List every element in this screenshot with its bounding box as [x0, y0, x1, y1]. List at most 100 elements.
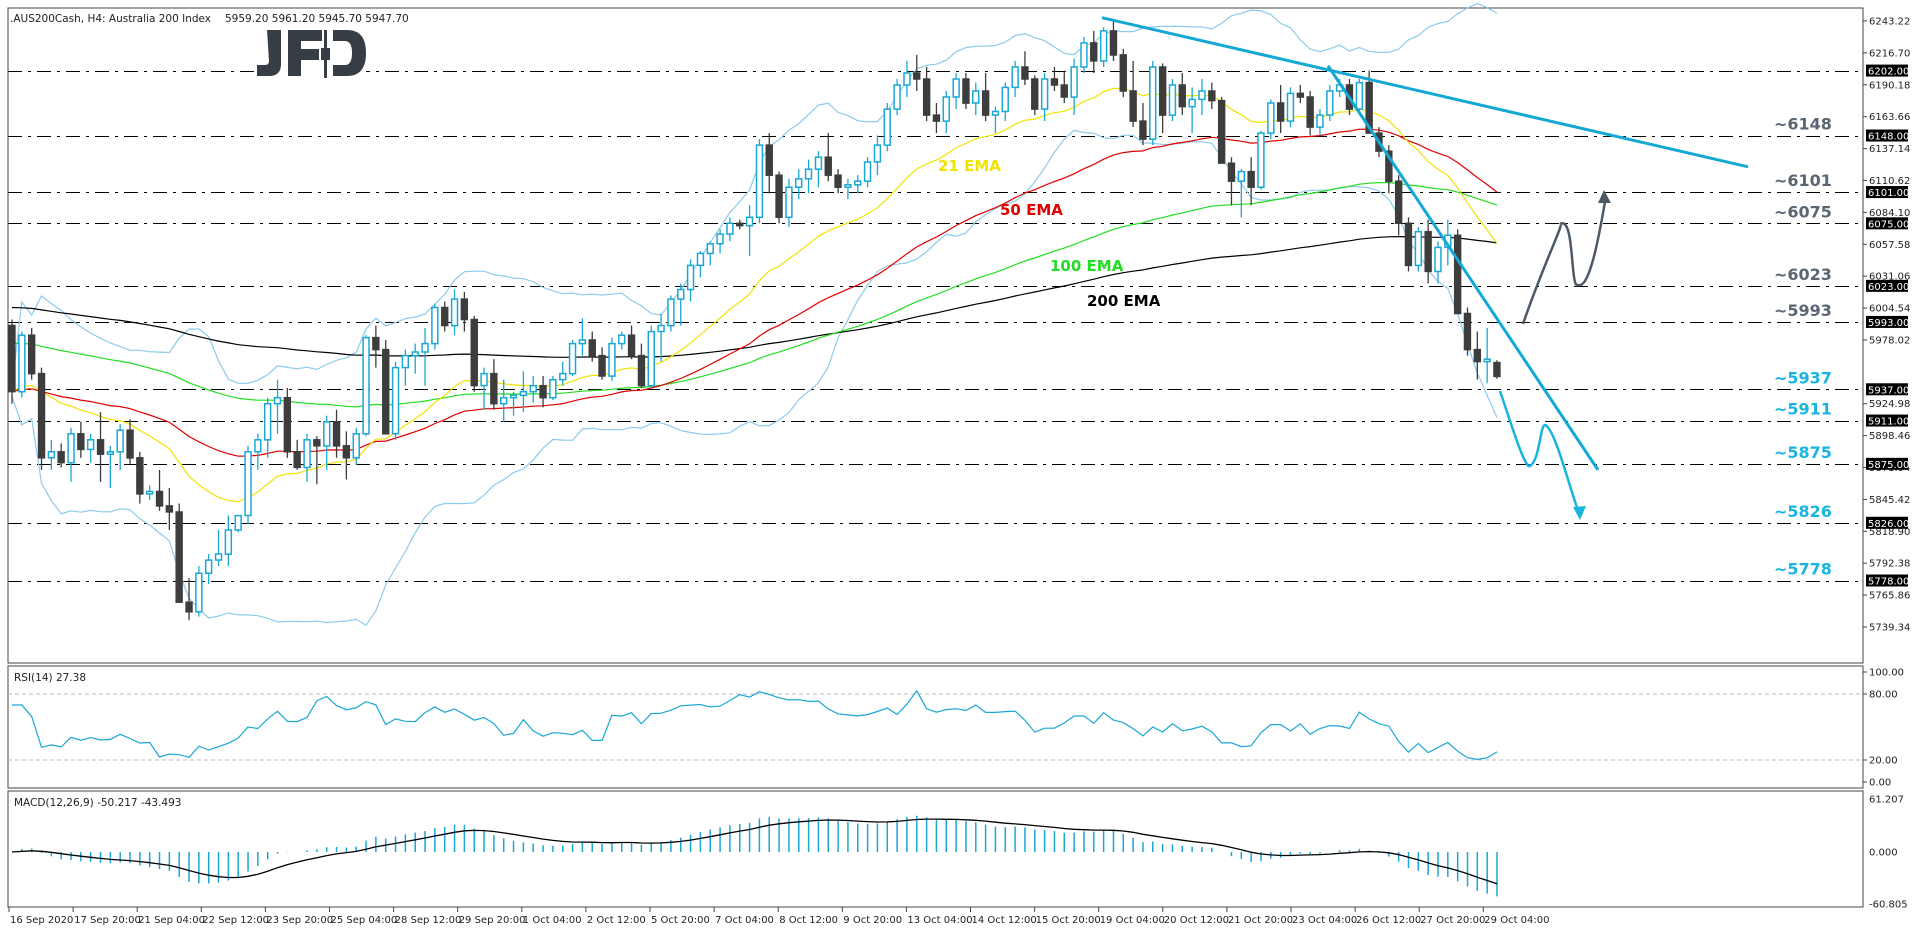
bollinger-lower: [11, 129, 1498, 627]
candle-bull: [942, 96, 950, 122]
candle-bear: [1031, 78, 1039, 110]
price-tick-label: 6163.66: [1869, 112, 1910, 123]
price-tick-label: 6243.22: [1869, 17, 1910, 28]
candle-bull: [1483, 358, 1491, 363]
steep-trendline[interactable]: [1326, 64, 1600, 471]
candle-bear: [96, 439, 105, 455]
rsi-pane[interactable]: [7, 665, 1864, 789]
price-level-tag-label: 6023.00: [1868, 282, 1909, 293]
candle-bull: [706, 243, 714, 255]
candle-bear: [627, 334, 636, 357]
candle-bear: [342, 445, 351, 459]
candle-bull: [529, 384, 537, 393]
time-tick-label: 23 Sep 20:00: [266, 915, 333, 926]
price-tick-label: 5792.38: [1869, 559, 1910, 570]
candle-bull: [106, 451, 115, 455]
price-level-tag: [1866, 217, 1908, 230]
candle-bear: [1139, 120, 1147, 140]
price-level-tag: [1866, 414, 1908, 427]
price-tick-label: 6190.18: [1869, 80, 1910, 91]
candle-bear: [1276, 102, 1285, 122]
horizontal-levels: [8, 71, 1863, 582]
price-axis[interactable]: 6243.22 6216.70 6190.18 6163.66 6137.14 6110.…: [1863, 17, 1910, 634]
candle-bear: [372, 336, 380, 351]
candle-bull: [804, 168, 813, 180]
candle-bull: [244, 451, 252, 517]
candle-bull: [657, 324, 665, 333]
time-tick-label: 29 Sep 20:00: [459, 915, 526, 926]
candle-bull: [18, 334, 26, 393]
candle-bear: [293, 451, 301, 469]
rsi-title: RSI(14) 27.38: [14, 672, 86, 684]
candle-bull: [863, 161, 872, 182]
candle-bull: [1188, 98, 1196, 108]
candle-bear: [185, 601, 193, 613]
candle-bull: [1257, 132, 1265, 188]
price-level-tag-label: 6075.00: [1868, 219, 1909, 230]
time-tick-label: 21 Oct 20:00: [1228, 915, 1293, 926]
candle-bear: [1385, 150, 1393, 183]
time-tick-label: 17 Sep 20:00: [74, 915, 141, 926]
price-tick-label: 6137.14: [1869, 144, 1910, 155]
time-tick-label: 16 Sep 2020: [10, 915, 73, 926]
time-tick-label: 21 Sep 04:00: [138, 915, 205, 926]
rsi-tick-label: 100.00: [1869, 668, 1904, 679]
price-tick-label: 5739.34: [1869, 623, 1910, 634]
candle-bear: [77, 433, 85, 451]
candle-bull: [519, 390, 528, 397]
candle-bull: [1080, 42, 1088, 68]
price-level-tag-label: 6202.00: [1868, 67, 1909, 78]
candle-bear: [441, 306, 449, 327]
level-label: ~5778: [1774, 560, 1832, 579]
candle-bull: [1099, 30, 1108, 62]
candle-bear: [637, 354, 646, 387]
candle-bear: [824, 156, 832, 176]
candle-bear: [981, 90, 990, 116]
upper-trendline[interactable]: [1101, 16, 1749, 169]
price-tick-label: 5818.90: [1869, 527, 1910, 538]
candle-bear: [775, 174, 783, 219]
candle-bull: [480, 372, 488, 387]
candle-bear: [1424, 230, 1432, 273]
candle-bull: [686, 264, 695, 291]
candle-bear: [1129, 90, 1137, 122]
candle-bear: [1109, 30, 1118, 56]
price-level-tag: [1866, 383, 1908, 396]
candle-bull: [1001, 86, 1009, 113]
candle-bull: [263, 402, 272, 441]
candle-bear: [1119, 54, 1127, 92]
arrow-down-head: [1573, 506, 1586, 520]
main-pane[interactable]: [7, 7, 1864, 664]
ema-label: 200 EMA: [1087, 292, 1161, 310]
price-tick-label: 5765.86: [1869, 591, 1910, 602]
candle-bull: [854, 180, 862, 186]
price-level-tag-label: 6148.00: [1868, 132, 1909, 143]
candle-bull: [755, 144, 764, 219]
trendlines[interactable]: [1101, 16, 1749, 471]
price-tick-label: 6004.54: [1869, 304, 1910, 315]
annotation-labels: ~6148 ~6101 ~6075 ~6023 ~5993 ~5937 ~5911 ~5875…: [938, 115, 1832, 579]
time-tick-label: 15 Oct 20:00: [1036, 915, 1101, 926]
macd-signal-line: [11, 818, 1498, 885]
candle-bull: [745, 216, 754, 227]
price-level-tag: [1866, 516, 1908, 529]
candle-bull: [893, 84, 901, 110]
projection-arrows: [1498, 190, 1611, 520]
candle-bull: [1355, 81, 1364, 110]
bullish-scenario-path: [1521, 201, 1607, 325]
price-tick-label: 6216.70: [1869, 48, 1910, 59]
candle-bull: [1286, 92, 1295, 122]
candle-bull: [726, 222, 734, 235]
candle-bull: [1198, 90, 1206, 101]
bollinger-upper: [11, 2, 1498, 387]
candle-bull: [1149, 66, 1157, 140]
candle-bull: [991, 110, 1000, 116]
candle-bull: [411, 351, 419, 357]
candle-bear: [765, 144, 773, 176]
candle-bear: [155, 490, 164, 507]
macd-pane[interactable]: [7, 790, 1864, 908]
candle-bear: [8, 324, 16, 393]
candle-bull: [559, 372, 567, 381]
